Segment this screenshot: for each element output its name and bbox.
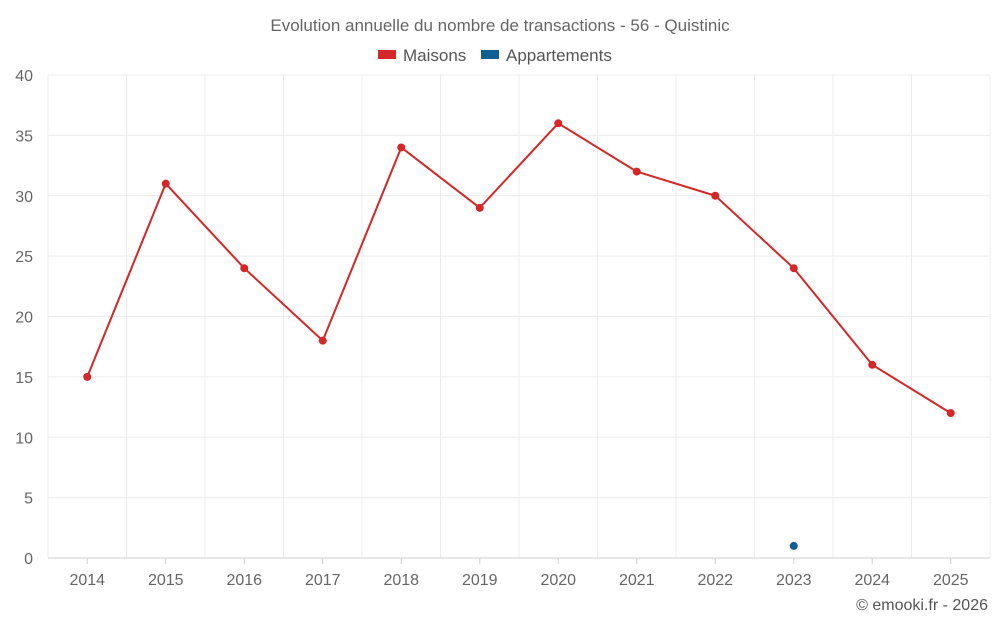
chart-title: Evolution annuelle du nombre de transact… bbox=[270, 16, 730, 35]
legend: Maisons Appartements bbox=[378, 46, 612, 65]
x-tick-label: 2015 bbox=[148, 572, 184, 589]
series-line-maisons bbox=[86, 122, 952, 414]
x-tick-label: 2020 bbox=[540, 572, 576, 589]
x-tick-label: 2019 bbox=[462, 572, 498, 589]
y-tick-label: 35 bbox=[15, 128, 33, 145]
credit: © emooki.fr - 2026 bbox=[856, 597, 988, 614]
legend-label-appartements[interactable]: Appartements bbox=[506, 46, 612, 65]
data-point-maisons-2018[interactable] bbox=[397, 143, 406, 152]
y-tick-label: 40 bbox=[15, 68, 33, 85]
grid bbox=[47, 74, 991, 559]
data-point-maisons-2014[interactable] bbox=[83, 372, 92, 381]
y-tick-label: 30 bbox=[15, 189, 33, 206]
data-point-maisons-2023[interactable] bbox=[789, 264, 798, 273]
y-tick-label: 10 bbox=[15, 430, 33, 447]
y-tick-label: 20 bbox=[15, 310, 33, 327]
x-tick-label: 2017 bbox=[305, 572, 341, 589]
data-point-maisons-2019[interactable] bbox=[475, 203, 484, 212]
legend-swatch-appartements[interactable] bbox=[481, 50, 499, 59]
data-point-maisons-2015[interactable] bbox=[161, 179, 170, 188]
x-tick-label: 2022 bbox=[697, 572, 733, 589]
data-point-maisons-2024[interactable] bbox=[868, 360, 877, 369]
y-axis: 0 5 10 15 20 25 30 35 40 bbox=[15, 68, 33, 568]
data-point-maisons-2016[interactable] bbox=[240, 264, 249, 273]
data-point-maisons-2021[interactable] bbox=[632, 167, 641, 176]
x-axis: 2014 2015 2016 2017 2018 2019 2020 2021 2022 2023… bbox=[48, 557, 990, 589]
y-tick-label: 15 bbox=[15, 370, 33, 387]
x-tick-label: 2025 bbox=[933, 572, 969, 589]
data-point-maisons-2022[interactable] bbox=[711, 191, 720, 200]
x-tick-label: 2014 bbox=[69, 572, 105, 589]
x-tick-label: 2021 bbox=[619, 572, 655, 589]
legend-swatch-maisons[interactable] bbox=[378, 50, 396, 59]
x-tick-label: 2018 bbox=[383, 572, 419, 589]
x-tick-label: 2023 bbox=[776, 572, 812, 589]
y-tick-label: 0 bbox=[24, 551, 33, 568]
x-tick-label: 2016 bbox=[226, 572, 262, 589]
y-tick-label: 5 bbox=[24, 491, 33, 508]
y-tick-label: 25 bbox=[15, 249, 33, 266]
legend-label-maisons[interactable]: Maisons bbox=[403, 46, 466, 65]
data-point-maisons-2017[interactable] bbox=[318, 336, 327, 345]
series-layer bbox=[83, 119, 955, 550]
data-point-maisons-2020[interactable] bbox=[554, 119, 563, 128]
data-point-maisons-2025[interactable] bbox=[946, 409, 955, 418]
x-tick-label: 2024 bbox=[854, 572, 890, 589]
data-point-appartements-2023[interactable] bbox=[789, 541, 798, 550]
